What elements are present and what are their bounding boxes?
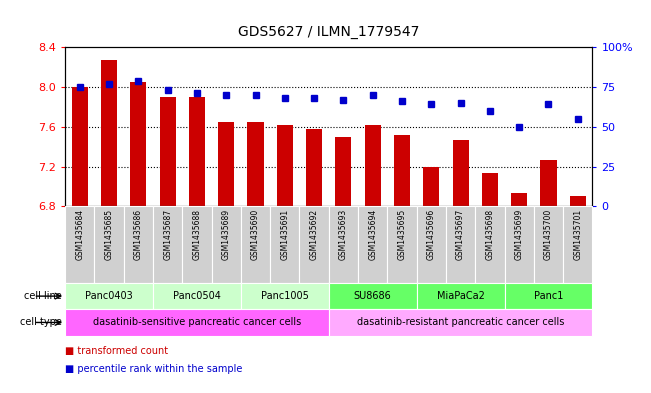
Bar xyxy=(387,206,417,283)
Bar xyxy=(417,283,505,309)
Text: ■ transformed count: ■ transformed count xyxy=(65,346,168,356)
Bar xyxy=(570,196,586,206)
Text: GSM1435689: GSM1435689 xyxy=(222,209,230,260)
Text: GSM1435686: GSM1435686 xyxy=(134,209,143,260)
Bar xyxy=(335,137,352,206)
Bar xyxy=(446,206,475,283)
Bar xyxy=(482,173,498,206)
Bar xyxy=(270,206,299,283)
Text: GSM1435698: GSM1435698 xyxy=(486,209,494,260)
Bar xyxy=(182,206,212,283)
Text: GSM1435700: GSM1435700 xyxy=(544,209,553,260)
Text: Panc1: Panc1 xyxy=(534,291,563,301)
Text: cell type: cell type xyxy=(20,318,62,327)
Bar xyxy=(101,60,117,206)
Bar xyxy=(394,135,410,206)
Bar xyxy=(329,206,358,283)
Text: Panc0504: Panc0504 xyxy=(173,291,221,301)
Bar xyxy=(299,206,329,283)
Bar xyxy=(540,160,557,206)
Bar xyxy=(534,206,563,283)
Bar xyxy=(452,140,469,206)
Text: GSM1435684: GSM1435684 xyxy=(76,209,84,260)
Text: GSM1435688: GSM1435688 xyxy=(193,209,201,260)
Text: Panc1005: Panc1005 xyxy=(261,291,309,301)
Text: GSM1435697: GSM1435697 xyxy=(456,209,465,260)
Bar xyxy=(417,206,446,283)
Text: MiaPaCa2: MiaPaCa2 xyxy=(437,291,484,301)
Text: GSM1435691: GSM1435691 xyxy=(281,209,289,260)
Bar xyxy=(358,206,387,283)
Text: GSM1435687: GSM1435687 xyxy=(163,209,172,260)
Text: GSM1435701: GSM1435701 xyxy=(574,209,582,260)
Bar xyxy=(306,129,322,206)
Bar xyxy=(130,82,146,206)
Bar xyxy=(212,206,241,283)
Text: cell line: cell line xyxy=(24,291,62,301)
Bar xyxy=(365,125,381,206)
Bar xyxy=(423,167,439,206)
Text: GDS5627 / ILMN_1779547: GDS5627 / ILMN_1779547 xyxy=(238,25,419,39)
Bar xyxy=(329,283,417,309)
Text: GSM1435694: GSM1435694 xyxy=(368,209,377,260)
Bar xyxy=(247,122,264,206)
Bar xyxy=(475,206,505,283)
Bar xyxy=(505,206,534,283)
Text: GSM1435690: GSM1435690 xyxy=(251,209,260,260)
Bar xyxy=(153,283,241,309)
Bar xyxy=(329,309,592,336)
Text: SU8686: SU8686 xyxy=(354,291,391,301)
Bar xyxy=(241,283,329,309)
Bar xyxy=(94,206,124,283)
Bar xyxy=(124,206,153,283)
Text: GSM1435693: GSM1435693 xyxy=(339,209,348,260)
Bar xyxy=(65,309,329,336)
Bar xyxy=(65,283,153,309)
Bar xyxy=(563,206,592,283)
Text: dasatinib-sensitive pancreatic cancer cells: dasatinib-sensitive pancreatic cancer ce… xyxy=(93,318,301,327)
Bar xyxy=(72,87,88,206)
Bar xyxy=(65,206,94,283)
Text: Panc0403: Panc0403 xyxy=(85,291,133,301)
Text: GSM1435685: GSM1435685 xyxy=(105,209,113,260)
Text: GSM1435695: GSM1435695 xyxy=(398,209,406,260)
Text: GSM1435692: GSM1435692 xyxy=(310,209,318,260)
Text: GSM1435699: GSM1435699 xyxy=(515,209,523,260)
Text: dasatinib-resistant pancreatic cancer cells: dasatinib-resistant pancreatic cancer ce… xyxy=(357,318,564,327)
Text: GSM1435696: GSM1435696 xyxy=(427,209,436,260)
Bar xyxy=(159,97,176,206)
Bar xyxy=(153,206,182,283)
Bar xyxy=(511,193,527,206)
Text: ■ percentile rank within the sample: ■ percentile rank within the sample xyxy=(65,364,242,374)
Bar xyxy=(505,283,592,309)
Bar xyxy=(241,206,270,283)
Bar xyxy=(189,97,205,206)
Bar xyxy=(218,122,234,206)
Bar xyxy=(277,125,293,206)
